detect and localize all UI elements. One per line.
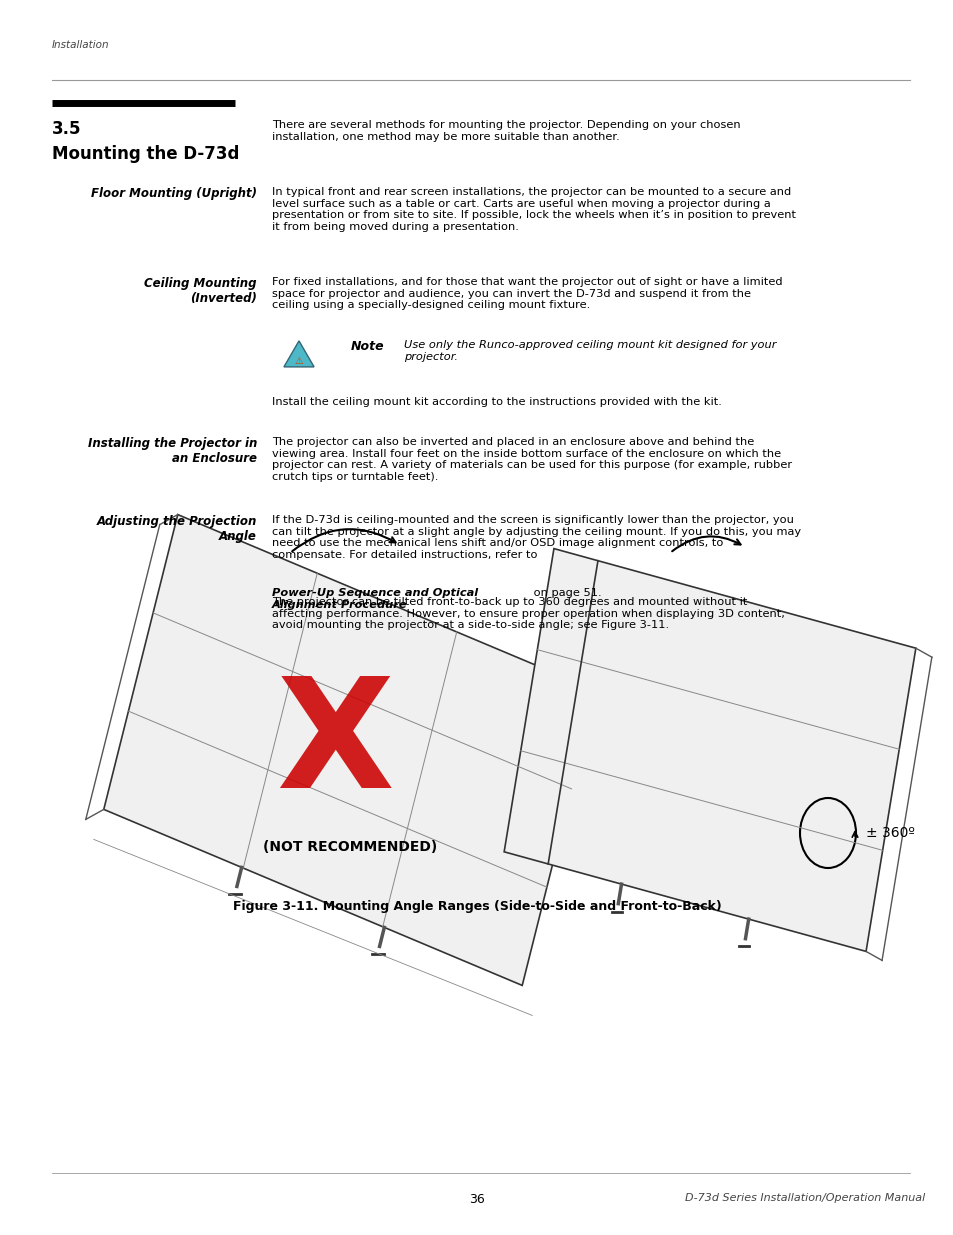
- Text: Floor Mounting (Upright): Floor Mounting (Upright): [91, 186, 256, 200]
- Text: 36: 36: [469, 1193, 484, 1207]
- Text: X: X: [275, 671, 394, 820]
- Text: Power-Up Sequence and Optical
Alignment Procedure: Power-Up Sequence and Optical Alignment …: [272, 588, 477, 610]
- Text: 3.5: 3.5: [52, 120, 81, 138]
- Polygon shape: [104, 515, 596, 986]
- Text: Install the ceiling mount kit according to the instructions provided with the ki: Install the ceiling mount kit according …: [272, 396, 721, 408]
- Text: Adjusting the Projection
Angle: Adjusting the Projection Angle: [96, 515, 256, 543]
- Polygon shape: [503, 548, 915, 951]
- Text: Mounting the D-73d: Mounting the D-73d: [52, 144, 239, 163]
- Text: In typical front and rear screen installations, the projector can be mounted to : In typical front and rear screen install…: [272, 186, 795, 232]
- Text: Use only the Runco-approved ceiling mount kit designed for your
projector.: Use only the Runco-approved ceiling moun…: [403, 340, 776, 362]
- Polygon shape: [284, 341, 314, 367]
- Text: ± 360º: ± 360º: [865, 826, 914, 840]
- Text: D-73d Series Installation/Operation Manual: D-73d Series Installation/Operation Manu…: [684, 1193, 924, 1203]
- Text: ⚠: ⚠: [294, 356, 303, 366]
- Text: Installing the Projector in
an Enclosure: Installing the Projector in an Enclosure: [88, 437, 256, 466]
- Text: Note: Note: [351, 341, 384, 353]
- Text: Installation: Installation: [52, 40, 110, 49]
- Text: For fixed installations, and for those that want the projector out of sight or h: For fixed installations, and for those t…: [272, 277, 781, 310]
- Text: (NOT RECOMMENDED): (NOT RECOMMENDED): [263, 840, 436, 853]
- Text: Ceiling Mounting
(Inverted): Ceiling Mounting (Inverted): [144, 277, 256, 305]
- Text: If the D-73d is ceiling-mounted and the screen is significantly lower than the p: If the D-73d is ceiling-mounted and the …: [272, 515, 801, 559]
- Text: There are several methods for mounting the projector. Depending on your chosen
i: There are several methods for mounting t…: [272, 120, 740, 142]
- Text: Figure 3-11. Mounting Angle Ranges (Side-to-Side and Front-to-Back): Figure 3-11. Mounting Angle Ranges (Side…: [233, 900, 720, 913]
- Text: The projector can be tilted front-to-back up to 360 degrees and mounted without : The projector can be tilted front-to-bac…: [272, 597, 784, 630]
- Text: on page 51.: on page 51.: [530, 588, 601, 598]
- Text: The projector can also be inverted and placed in an enclosure above and behind t: The projector can also be inverted and p…: [272, 437, 791, 482]
